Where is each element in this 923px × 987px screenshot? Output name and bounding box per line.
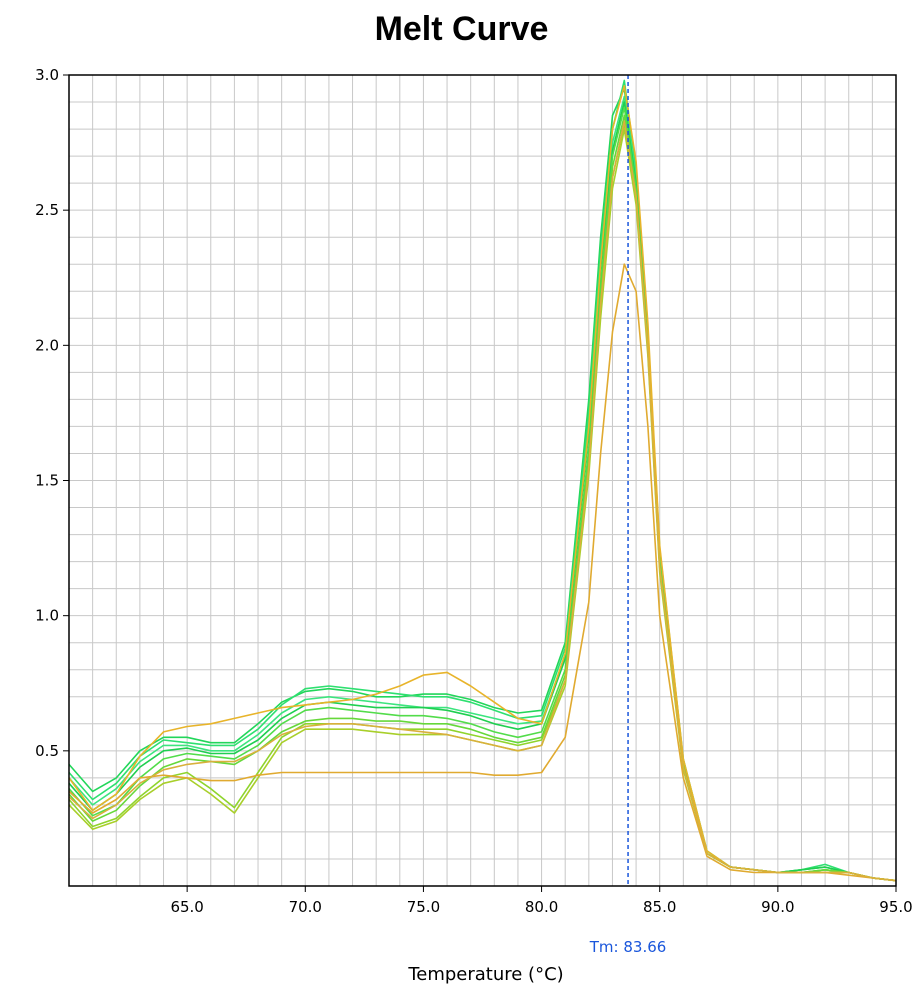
y-tick-label: 2.0 [35,336,59,354]
series-line-6 [68,114,897,882]
series-line-11 [68,120,897,882]
gridlines [69,75,896,886]
y-tick-label: 1.0 [35,607,59,625]
tm-label: Tm: 83.66 [589,938,667,956]
x-tick-label: 90.0 [761,898,794,916]
y-tick-label: 0.5 [35,742,59,760]
y-tick-label: 2.5 [35,201,59,219]
x-tick-label: 70.0 [289,898,322,916]
axis-ticks: 65.0 70.0 75.0 80.0 85.0 90.0 95.0 0.5 1.0 1.5 2.0… [35,66,913,916]
y-tick-label: 1.5 [35,472,59,490]
x-tick-label: 65.0 [170,898,203,916]
x-axis-label: Temperature (°C) [407,964,563,985]
series-group [68,79,897,882]
x-tick-label: 75.0 [407,898,440,916]
series-line-10 [68,263,897,882]
x-tick-label: 95.0 [879,898,912,916]
series-line-9 [68,85,897,882]
tm-annotation: Tm: 83.66 [589,75,667,956]
series-line-5 [68,106,897,882]
series-line-1 [68,87,897,882]
x-tick-label: 85.0 [643,898,676,916]
x-tick-label: 80.0 [525,898,558,916]
y-tick-label: 3.0 [35,66,59,84]
chart-title: Melt Curve [375,10,549,48]
series-line-8 [68,128,897,882]
